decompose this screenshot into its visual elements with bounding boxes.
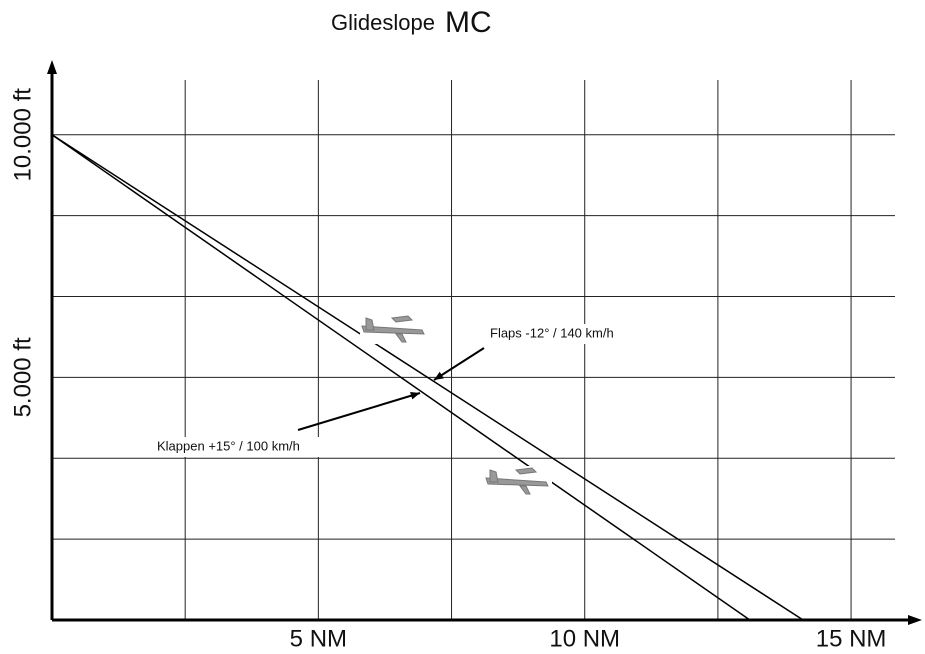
series-line: [51, 134, 804, 621]
axis-arrow: [908, 615, 922, 625]
series-label: Klappen +15° / 100 km/h: [157, 438, 300, 453]
label-background: [484, 324, 664, 344]
y-tick-label: 10.000 ft: [9, 88, 36, 182]
annotation-arrow: [433, 347, 485, 381]
airplane-icon: [484, 466, 552, 496]
x-tick-label: 15 NM: [816, 625, 887, 652]
y-tick-label: 5.000 ft: [9, 337, 36, 417]
axis-arrow: [47, 60, 57, 74]
annotation-arrowhead: [410, 391, 420, 400]
x-tick-label: 5 NM: [290, 625, 347, 652]
series-label: Flaps -12° / 140 km/h: [490, 325, 614, 340]
chart-title: Glideslope: [331, 10, 435, 35]
chart-subtitle: MC: [445, 6, 492, 39]
annotation-arrow: [297, 392, 421, 431]
label-background: [151, 437, 361, 457]
x-tick-label: 10 NM: [549, 625, 620, 652]
annotation-arrowhead: [434, 371, 444, 380]
airplane-icon: [360, 314, 428, 344]
series-line: [51, 134, 751, 621]
airplane-icons: [360, 314, 552, 496]
